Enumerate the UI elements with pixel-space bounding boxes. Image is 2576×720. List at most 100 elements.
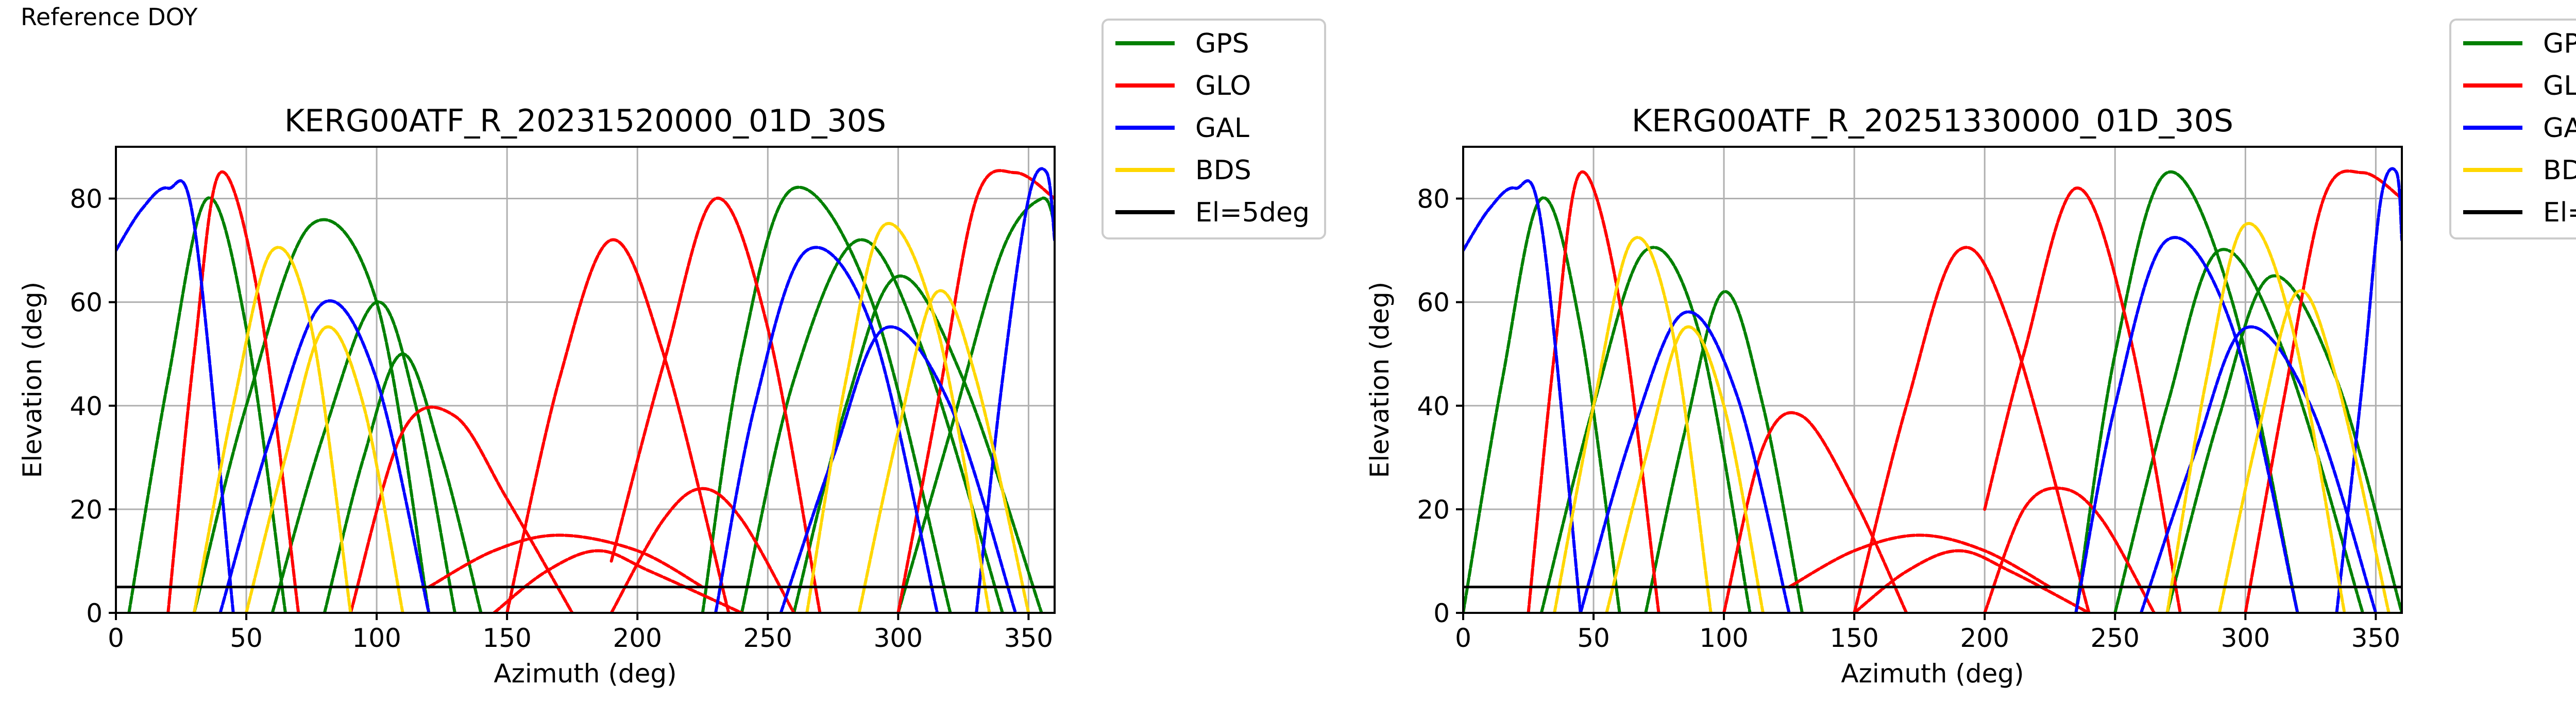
legend-label: BDS — [1195, 155, 1251, 186]
series-arc — [505, 238, 731, 613]
series-arc — [714, 246, 939, 613]
series-arc — [896, 169, 1055, 613]
series-bds — [192, 221, 1030, 613]
series-arc — [896, 196, 1055, 613]
series-bds — [1553, 221, 2391, 613]
reference-doy-label: Reference DOY — [21, 3, 198, 31]
series-arc — [192, 246, 352, 613]
x-tick-label: 150 — [482, 623, 531, 653]
legend-label: El=5deg — [2543, 197, 2576, 228]
x-tick-label: 350 — [2351, 623, 2400, 653]
y-tick-label: 60 — [70, 288, 103, 318]
series-arc — [1853, 549, 2091, 613]
series-arc — [792, 275, 1043, 613]
y-axis-label: Elevation (deg) — [18, 282, 47, 478]
series-arc — [192, 218, 431, 613]
legend-entry-bds: BDS — [2463, 155, 2576, 186]
legend-entry-gal: GAL — [1115, 113, 1249, 144]
legend: GPS GLO GAL BDS El=5deg — [1101, 19, 1326, 239]
legend-label: El=5deg — [1195, 197, 1310, 228]
legend-label: GLO — [2543, 71, 2576, 101]
legend-entry-bds: BDS — [1115, 155, 1251, 186]
x-axis-label: Azimuth (deg) — [494, 659, 676, 689]
series-arc — [1527, 170, 1660, 613]
x-tick-label: 150 — [1829, 623, 1878, 653]
x-tick-label: 50 — [230, 623, 263, 653]
y-tick-label: 0 — [86, 598, 103, 628]
series-arc — [1579, 310, 1791, 613]
x-tick-label: 0 — [1455, 623, 1471, 653]
legend: GPS GLO GAL BDS El=5deg — [2449, 19, 2576, 239]
series-arc — [740, 238, 1004, 613]
series-arc — [1553, 236, 1713, 613]
chart-1: 0 50 100 150 200 250 300 350 0 20 40 60 80 KERG00ATF_… — [18, 19, 1326, 689]
series-arc — [2217, 289, 2391, 613]
plot-area — [1463, 167, 2402, 613]
legend-entry-gal: GAL — [2463, 113, 2576, 144]
legend-entry-el-5deg: El=5deg — [2463, 197, 2576, 228]
series-arc — [127, 196, 287, 613]
series-gal — [1463, 167, 2402, 613]
series-arc — [609, 196, 822, 613]
legend-label: GAL — [1195, 113, 1249, 144]
series-arc — [492, 549, 743, 613]
series-arc — [2244, 169, 2402, 613]
x-tick-label: 100 — [1699, 623, 1748, 653]
x-tick-label: 0 — [108, 623, 124, 653]
legend-label: GAL — [2543, 113, 2576, 144]
y-axis-label: Elevation (deg) — [1365, 282, 1395, 478]
series-arc — [779, 325, 1018, 613]
plot-frame — [115, 146, 1056, 614]
plot-area — [116, 167, 1055, 613]
y-tick-label: 80 — [70, 184, 103, 214]
series-arc — [2165, 274, 2402, 613]
series-arc — [2113, 248, 2365, 613]
chart-title: KERG00ATF_R_20251330000_01D_30S — [1632, 103, 2233, 139]
series-arc — [323, 352, 483, 613]
x-tick-label: 50 — [1577, 623, 1610, 653]
series-arc — [1983, 486, 2156, 613]
series-arc — [427, 534, 704, 589]
legend-entry-gps: GPS — [1115, 28, 1249, 59]
series-gal — [116, 167, 1055, 613]
series-arc — [1787, 534, 2052, 589]
series-arc — [2074, 236, 2299, 613]
legend-entry-gps: GPS — [2463, 28, 2576, 59]
series-arc — [857, 289, 1030, 613]
series-arc — [805, 221, 991, 613]
series-arc — [2335, 167, 2402, 613]
series-arc — [2074, 170, 2299, 613]
y-tick-label: 20 — [70, 495, 103, 525]
plot-frame — [1462, 146, 2403, 614]
series-arc — [975, 167, 1055, 613]
x-tick-label: 300 — [2221, 623, 2270, 653]
series-arc — [1463, 179, 1582, 613]
x-tick-label: 100 — [352, 623, 401, 653]
series-arc — [245, 325, 404, 613]
legend-frame — [1101, 19, 1326, 239]
chart-2: 0 50 100 150 200 250 300 350 0 20 40 60 80 KERG00ATF_… — [1365, 19, 2576, 689]
series-arc — [2139, 325, 2378, 613]
legend-entry-el-5deg: El=5deg — [1115, 197, 1310, 228]
legend-entry-glo: GLO — [2463, 71, 2576, 101]
x-tick-label: 350 — [1004, 623, 1053, 653]
series-arc — [1722, 411, 1908, 613]
x-tick-label: 250 — [743, 623, 792, 653]
x-axis-label: Azimuth (deg) — [1841, 659, 2024, 689]
series-arc — [701, 185, 952, 613]
series-arc — [1983, 186, 2182, 613]
y-tick-label: 20 — [1417, 495, 1450, 525]
series-arc — [1539, 246, 1752, 613]
series-arc — [2165, 221, 2346, 613]
x-tick-label: 200 — [1960, 623, 2009, 653]
series-arc — [1463, 196, 1621, 613]
series-arc — [1605, 325, 1765, 613]
x-tick-label: 250 — [2091, 623, 2140, 653]
series-arc — [270, 300, 456, 613]
y-tick-label: 40 — [70, 391, 103, 421]
x-tick-label: 200 — [613, 623, 662, 653]
y-tick-label: 60 — [1417, 288, 1450, 318]
series-arc — [1853, 246, 2091, 613]
series-arc — [1644, 290, 1804, 613]
